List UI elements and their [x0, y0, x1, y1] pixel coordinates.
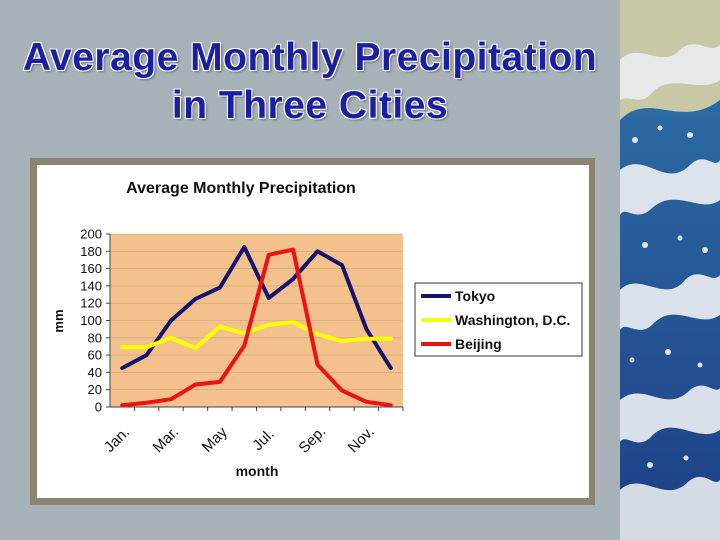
y-tick-label: 100: [80, 313, 102, 328]
y-tick-label: 60: [88, 348, 102, 363]
precipitation-chart: Average Monthly Precipitation 0 20 40 60 80 1…: [37, 165, 589, 498]
wave-decoration-image: [620, 0, 720, 540]
y-tick-label: 140: [80, 278, 102, 293]
y-tick-label: 80: [88, 330, 102, 345]
slide-title-line-2: in Three Cities: [171, 84, 449, 127]
y-tick-label: 160: [80, 261, 102, 276]
y-tick-label: 40: [88, 365, 102, 380]
y-tick-label: 180: [80, 244, 102, 259]
legend-label-washington: Washington, D.C.: [455, 312, 570, 328]
chart-area: Average Monthly Precipitation 0 20 40 60 80 1…: [37, 165, 589, 498]
legend-label-tokyo: Tokyo: [455, 288, 495, 304]
washington-line: [120, 320, 393, 351]
y-tick-label: 120: [80, 296, 102, 311]
slide-title-line-1: Average Monthly Precipitation: [22, 36, 598, 79]
tokyo-line: [120, 245, 393, 371]
legend-label-beijing: Beijing: [455, 336, 502, 352]
y-tick-label: 20: [88, 382, 102, 397]
beijing-line: [120, 247, 393, 408]
x-axis-label: month: [236, 463, 279, 479]
y-axis-label: mm: [51, 309, 66, 332]
series-lines: [120, 245, 393, 408]
y-tick-label: 0: [95, 400, 102, 415]
y-axis-ticks: 0 20 40 60 80 100 120 140 160 180 200: [80, 227, 110, 415]
legend: Tokyo Washington, D.C. Beijing: [414, 282, 583, 357]
slide-title: Average Monthly Precipitation in Three C…: [20, 34, 600, 130]
chart-title: Average Monthly Precipitation: [126, 180, 356, 197]
y-tick-label: 200: [80, 227, 102, 242]
